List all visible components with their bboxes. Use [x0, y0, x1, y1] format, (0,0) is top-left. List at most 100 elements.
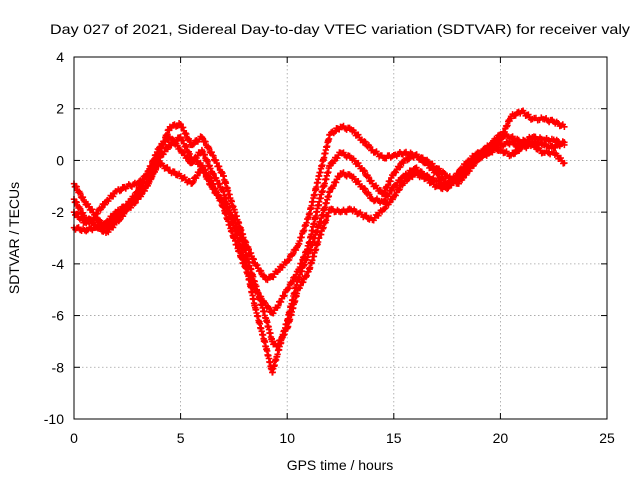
data-point-run — [284, 268, 301, 292]
data-point-run — [305, 222, 322, 255]
data-point-run — [270, 340, 279, 348]
data-point-run — [455, 164, 471, 180]
y-axis-label: SDTVAR / TECUs — [6, 182, 22, 294]
data-point-run — [167, 135, 183, 153]
x-axis-label: GPS time / hours — [287, 457, 394, 473]
data-point-run — [220, 198, 237, 222]
data-point-run — [270, 268, 279, 281]
data-point-run — [316, 131, 333, 176]
data-point-run — [274, 325, 290, 350]
data-point-run — [295, 250, 312, 281]
data-point-run — [210, 170, 226, 194]
data-point-run — [552, 118, 566, 130]
data-point — [561, 139, 568, 146]
x-tick-label: 20 — [493, 430, 509, 446]
data-point-run — [338, 169, 353, 180]
data-point-run — [338, 149, 353, 161]
data-point-run — [530, 138, 545, 148]
data-point-run — [252, 283, 269, 321]
data-point-run — [305, 172, 322, 218]
data-point-run — [93, 200, 109, 218]
data-point-run — [71, 183, 87, 204]
y-tick-label: -10 — [44, 411, 64, 427]
data-point-run — [71, 198, 87, 219]
data-point-run — [263, 317, 275, 343]
data-point — [443, 185, 451, 193]
data-point-run — [178, 174, 194, 186]
y-tick-label: -6 — [52, 308, 65, 324]
data-point-run — [359, 167, 375, 185]
y-tick-label: -4 — [52, 256, 65, 272]
data-point-run — [284, 286, 301, 331]
data-point-run — [252, 306, 269, 350]
data-point-run — [370, 207, 386, 224]
data-point-run — [530, 133, 545, 143]
data-point-run — [381, 152, 396, 162]
data-point-run — [220, 172, 237, 211]
data-point-run — [316, 162, 333, 202]
x-tick-label: 5 — [177, 430, 185, 446]
data-point-run — [316, 206, 333, 238]
data-point-run — [231, 216, 248, 249]
data-point-run — [541, 140, 556, 152]
series-track-4 — [70, 138, 568, 350]
data-point-run — [295, 215, 312, 248]
data-point-run — [285, 244, 301, 264]
data-point-run — [541, 115, 556, 126]
x-tick-label: 0 — [70, 430, 78, 446]
data-point-run — [199, 135, 215, 157]
data-point-run — [189, 166, 205, 187]
data-point-run — [305, 235, 322, 273]
data-point-run — [392, 149, 407, 160]
data-point-run — [338, 122, 353, 133]
data-point-run — [210, 152, 226, 177]
plot-frame — [73, 56, 608, 420]
data-point — [561, 123, 568, 131]
x-tick-label: 10 — [279, 430, 295, 446]
data-point-run — [199, 166, 215, 191]
data-point-run — [178, 137, 194, 161]
data-point-run — [146, 162, 162, 183]
data-point-run — [295, 268, 311, 292]
x-tick-label: 15 — [386, 430, 402, 446]
y-tick-label: 0 — [56, 152, 64, 168]
data-point-run — [370, 148, 385, 160]
data-point-run — [328, 125, 343, 137]
chart-title: Day 027 of 2021, Sidereal Day-to-day VTE… — [50, 21, 630, 37]
data-point-run — [391, 158, 407, 176]
data-point-run — [381, 195, 396, 213]
data-point-run — [270, 304, 279, 317]
data-point — [561, 159, 568, 167]
data-point-run — [349, 206, 364, 218]
data-point-run — [380, 184, 396, 205]
y-tick-label: 4 — [56, 49, 64, 65]
data-point-run — [146, 145, 162, 173]
y-tick-label: -8 — [52, 359, 65, 375]
data-point-run — [380, 171, 397, 197]
data-point-run — [274, 286, 290, 311]
data-point-run — [241, 246, 258, 285]
data-point-run — [241, 256, 258, 309]
y-tick-label: -2 — [52, 204, 65, 220]
data-point-run — [189, 149, 205, 166]
data-point-run — [199, 148, 216, 176]
data-point-run — [316, 189, 333, 225]
data-point-run — [115, 183, 129, 195]
data-point-run — [253, 261, 269, 281]
y-tick-label: 2 — [56, 101, 64, 117]
data-point-run — [359, 185, 375, 202]
data-point-run — [531, 114, 545, 124]
data-points — [70, 107, 568, 376]
data-point-run — [402, 171, 417, 184]
data-point-run — [498, 146, 513, 160]
data-point-run — [135, 179, 151, 198]
x-tick-label: 25 — [599, 430, 615, 446]
data-point-run — [552, 138, 566, 151]
data-point-run — [327, 173, 343, 193]
data-point-run — [168, 120, 183, 132]
data-point-run — [402, 152, 417, 164]
data-point-run — [178, 124, 194, 148]
data-point-run — [477, 150, 492, 162]
